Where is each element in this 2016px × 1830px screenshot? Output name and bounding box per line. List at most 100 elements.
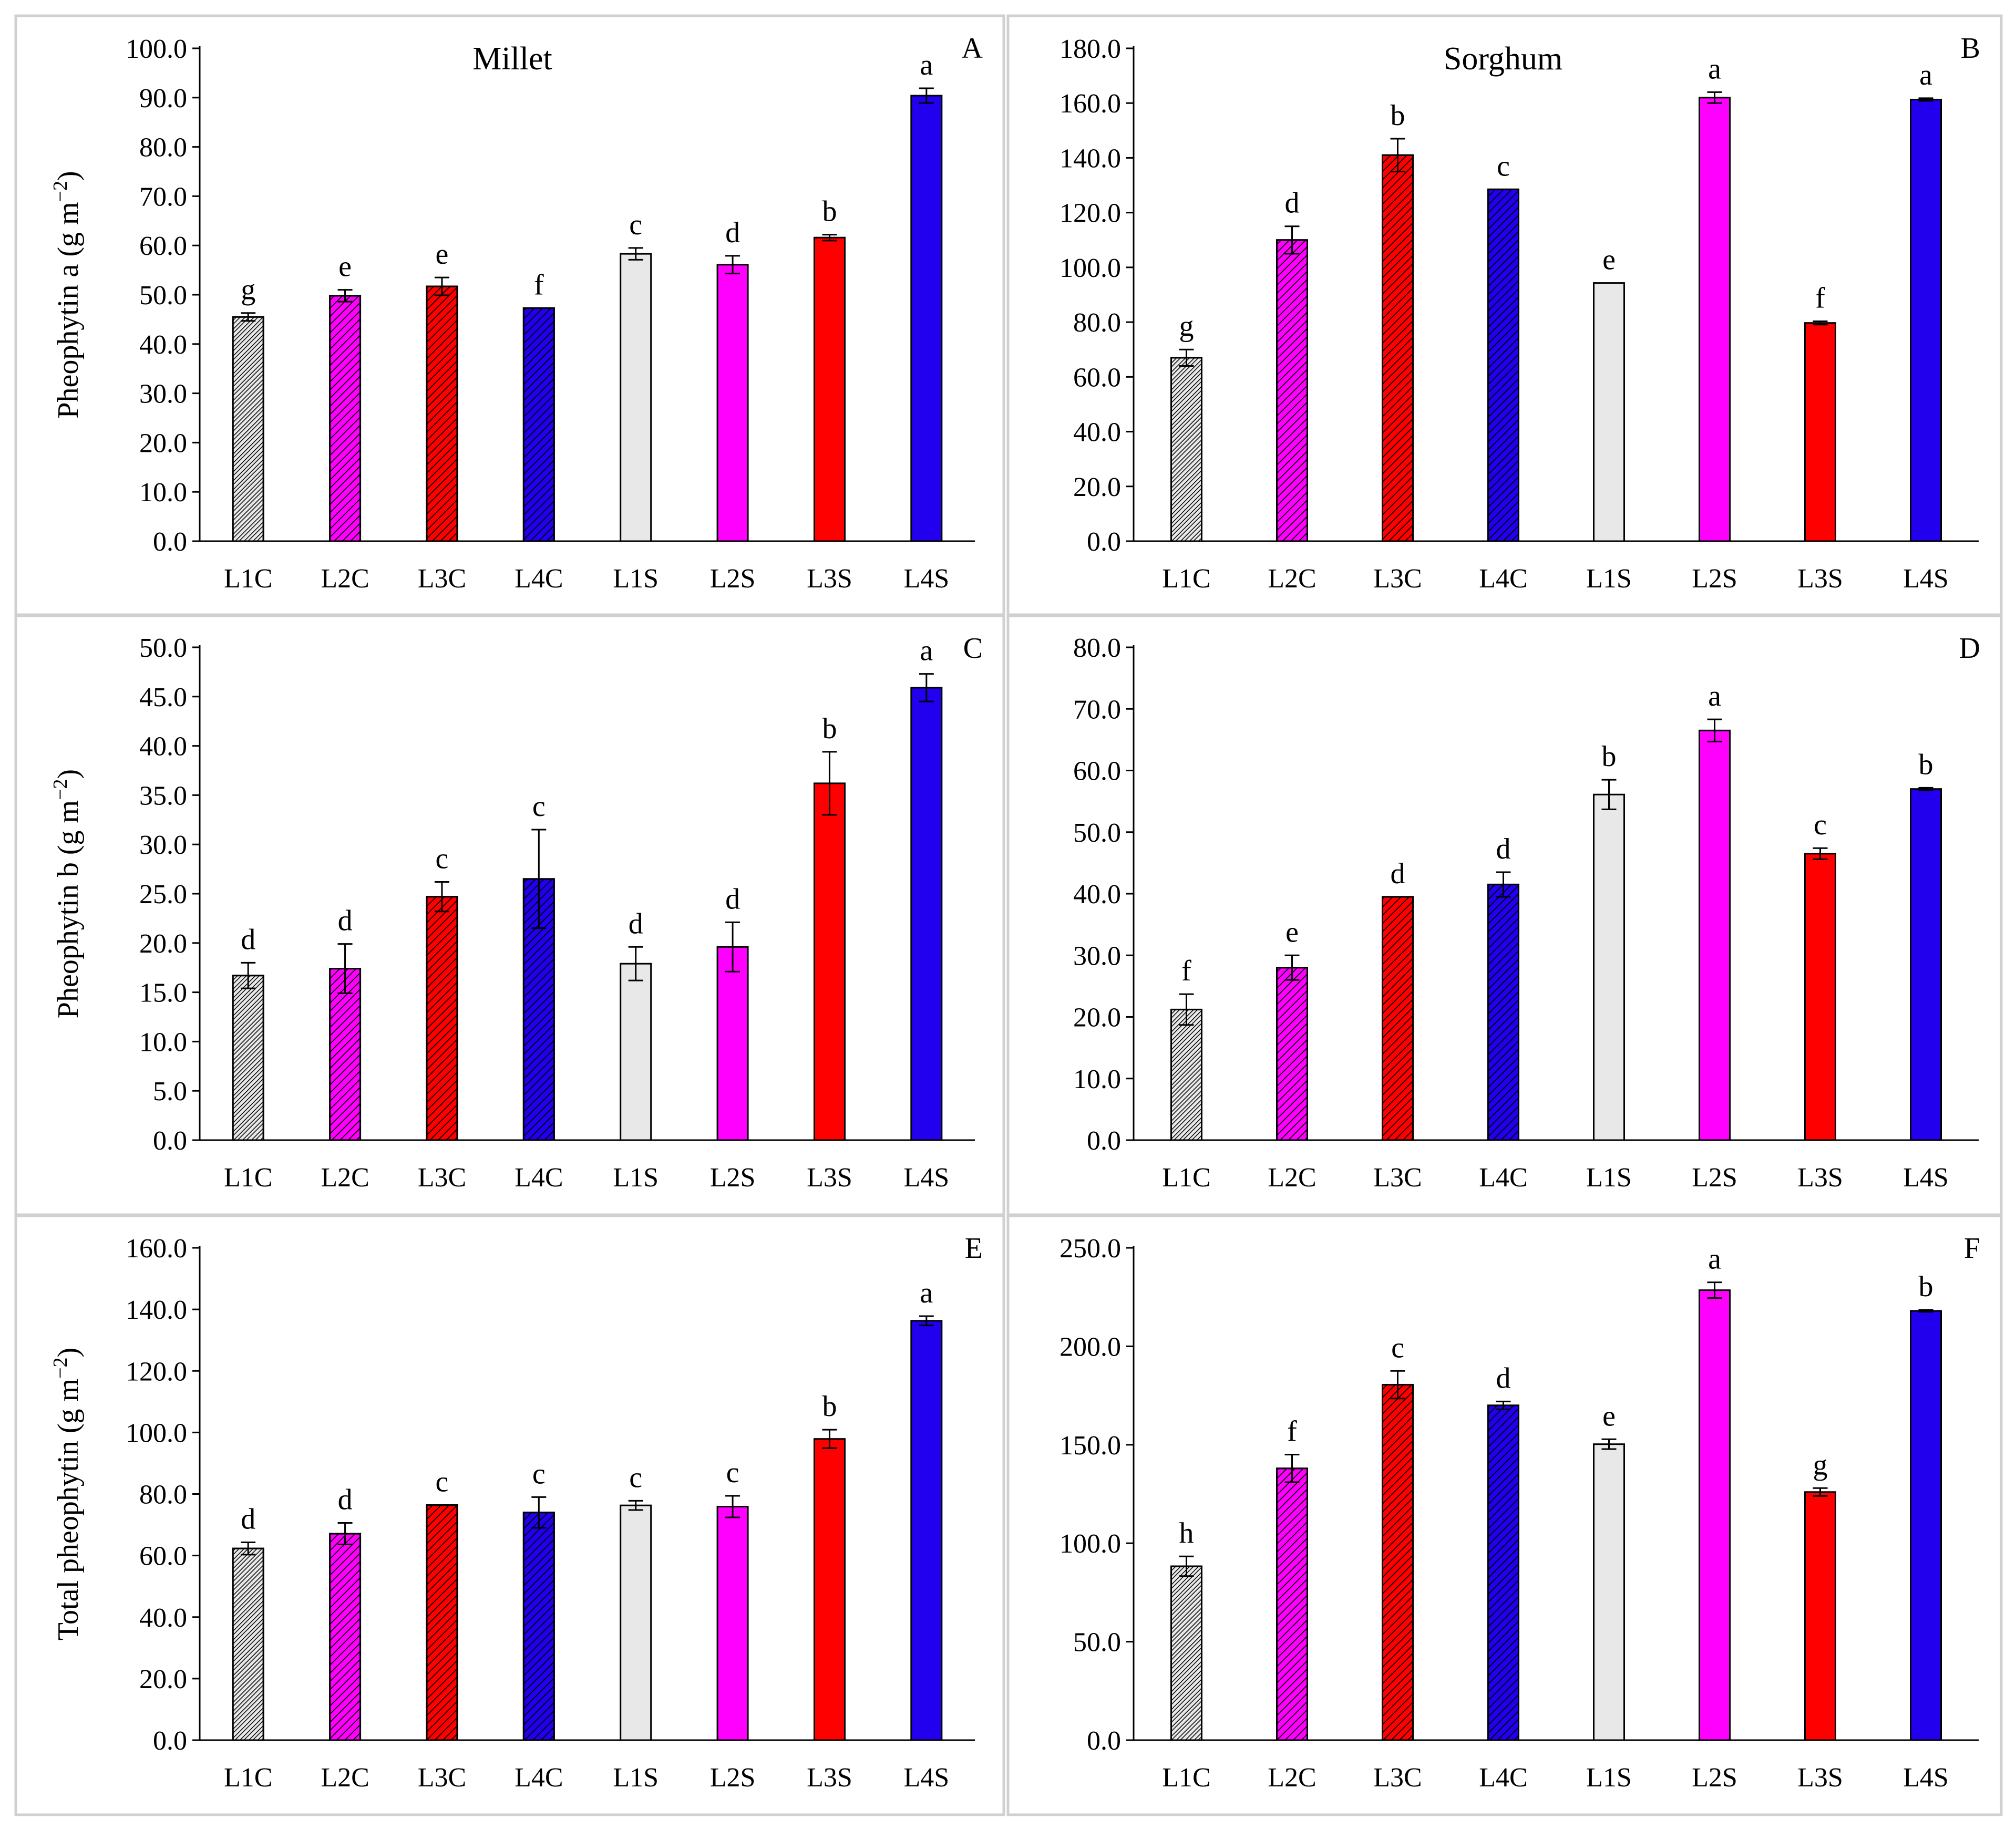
significance-letter: d	[338, 905, 353, 937]
significance-letter: a	[1708, 1243, 1721, 1276]
y-tick-label: 0.0	[153, 1726, 187, 1756]
significance-letter: a	[1919, 59, 1932, 91]
panel-e: 0.0 20.0 40.0 60.0 80.0 100.0 120.0 140.0 160.0 L…	[14, 1214, 1005, 1816]
bar-hatch	[522, 1512, 555, 1741]
x-tick-label: L3S	[807, 1763, 852, 1793]
y-tick-label: 120.0	[126, 1357, 187, 1387]
significance-letter: a	[920, 1277, 933, 1309]
significance-letter: c	[1497, 150, 1510, 182]
x-tick-label: L3S	[1797, 564, 1843, 594]
bar-l3s	[1804, 1491, 1836, 1741]
y-axis-label: Pheophytin a (g m−2)	[49, 171, 85, 418]
bar-l1s	[620, 1504, 652, 1741]
y-tick-label: 10.0	[1073, 1064, 1121, 1094]
x-tick-label: L3C	[418, 564, 466, 594]
y-tick-label: 100.0	[1060, 1529, 1121, 1559]
y-tick-label: 15.0	[139, 978, 187, 1008]
bar-hatch	[232, 316, 264, 542]
y-tick-label: 20.0	[139, 1664, 187, 1694]
significance-letter: d	[725, 883, 740, 915]
y-tick-label: 100.0	[126, 34, 187, 64]
bar-l2s	[1699, 1289, 1731, 1741]
y-tick-label: 120.0	[1060, 199, 1121, 229]
significance-letter: c	[1814, 809, 1827, 841]
y-tick-label: 60.0	[139, 1542, 187, 1571]
y-tick-label: 5.0	[153, 1077, 187, 1107]
bar-hatch	[1276, 967, 1308, 1141]
y-tick-label: 250.0	[1060, 1234, 1121, 1264]
y-tick-label: 0.0	[1087, 527, 1121, 557]
x-tick-label: L2S	[710, 564, 756, 594]
x-tick-label: L3C	[418, 1163, 466, 1193]
panels-layer: 0.0 10.0 20.0 30.0 40.0 50.0 60.0 70.0 80.0 90.0 1…	[14, 14, 2003, 1816]
panel-label: C	[963, 632, 983, 665]
significance-letter: c	[436, 1466, 449, 1498]
significance-letter: b	[822, 195, 837, 228]
x-tick-label: L4C	[515, 1763, 563, 1793]
bar-l3s	[813, 1438, 846, 1741]
bar-hatch	[1487, 188, 1519, 542]
y-tick-label: 160.0	[1060, 89, 1121, 119]
y-tick-label: 35.0	[139, 781, 187, 811]
significance-letter: h	[1179, 1517, 1194, 1549]
x-tick-label: L3S	[1797, 1763, 1843, 1793]
y-tick-label: 100.0	[1060, 253, 1121, 283]
bar-hatch	[1170, 1565, 1202, 1741]
bar-hatch	[1170, 1008, 1202, 1141]
bar-hatch	[426, 896, 458, 1141]
bar-hatch	[1487, 1404, 1519, 1741]
x-tick-label: L1C	[224, 1763, 272, 1793]
significance-letter: d	[1391, 857, 1405, 890]
x-tick-label: L2C	[1268, 1163, 1316, 1193]
x-tick-label: L2C	[321, 1763, 369, 1793]
bar-l4s	[1910, 1310, 1942, 1741]
bar-l4s	[910, 95, 943, 542]
panel-label: A	[962, 32, 983, 65]
bar-hatch	[1382, 154, 1414, 542]
bar-hatch	[329, 295, 362, 542]
y-tick-label: 80.0	[1073, 308, 1121, 338]
x-tick-label: L1S	[1586, 1163, 1632, 1193]
chart-title: Sorghum	[1444, 41, 1562, 77]
x-tick-label: L2C	[321, 564, 369, 594]
bar-l3s	[1804, 853, 1836, 1141]
bar-l2s	[1699, 97, 1731, 542]
x-tick-label: L1S	[613, 1163, 659, 1193]
x-tick-label: L4C	[515, 564, 563, 594]
bar-hatch	[1382, 896, 1414, 1141]
panel-a: 0.0 10.0 20.0 30.0 40.0 50.0 60.0 70.0 80.0 90.0 1…	[14, 14, 1005, 616]
y-tick-label: 60.0	[1073, 363, 1121, 392]
significance-letter: b	[1919, 1270, 1933, 1303]
x-tick-label: L1C	[224, 1163, 272, 1193]
x-tick-label: L4S	[1903, 564, 1949, 594]
y-tick-label: 30.0	[1073, 941, 1121, 971]
y-axis-label: Total pheophytin (g m−2)	[49, 1348, 85, 1641]
y-tick-label: 10.0	[139, 478, 187, 508]
panel-d: 0.0 10.0 20.0 30.0 40.0 50.0 60.0 70.0 80.0 L1C f L…	[1006, 614, 2003, 1216]
bar-hatch	[329, 968, 362, 1141]
significance-letter: b	[1391, 99, 1405, 132]
significance-letter: c	[629, 209, 642, 241]
bar-l1s	[1593, 282, 1625, 542]
x-tick-label: L1C	[1162, 1163, 1210, 1193]
significance-letter: f	[1815, 282, 1825, 315]
bar-l2s	[1699, 729, 1731, 1141]
significance-letter: f	[1181, 955, 1191, 987]
x-tick-label: L2S	[710, 1163, 756, 1193]
y-tick-label: 25.0	[139, 880, 187, 909]
significance-letter: g	[1179, 310, 1194, 343]
x-tick-label: L4S	[903, 564, 949, 594]
y-tick-label: 45.0	[139, 683, 187, 712]
panel-f: 0.0 50.0 100.0 150.0 200.0 250.0 L1C h L2C f L3C c L…	[1006, 1214, 2003, 1816]
bar-l1s	[620, 963, 652, 1141]
x-tick-label: L2S	[1692, 1163, 1737, 1193]
x-tick-label: L2C	[1268, 564, 1316, 594]
chart-title: Millet	[472, 41, 552, 77]
x-tick-label: L3C	[418, 1763, 466, 1793]
x-tick-label: L1S	[1586, 564, 1632, 594]
x-tick-label: L4S	[903, 1763, 949, 1793]
bar-l3s	[1804, 322, 1836, 542]
y-tick-label: 180.0	[1060, 34, 1121, 64]
x-tick-label: L3S	[807, 564, 852, 594]
x-tick-label: L4S	[1903, 1763, 1949, 1793]
